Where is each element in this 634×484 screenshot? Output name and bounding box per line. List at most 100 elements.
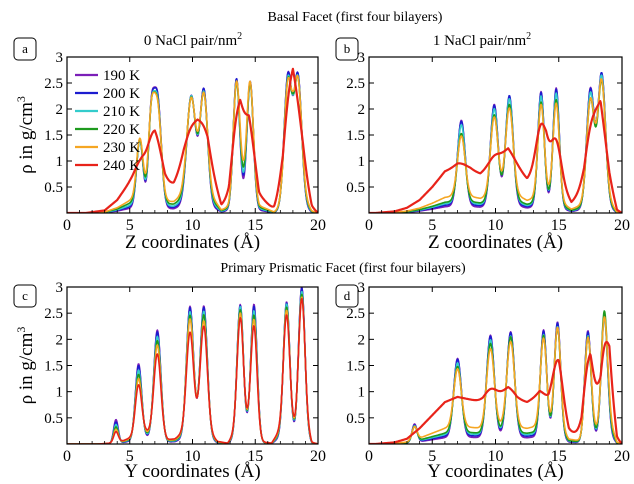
y-tick-label: 2	[358, 102, 366, 118]
panel-d: 0 5 10 15 20 0.5 1 1.5 2 2.5 3d Y coordinates (Å)	[335, 280, 630, 482]
x-axis-label: Y coordinates (Å)	[124, 461, 260, 482]
y-tick-label: 2.5	[44, 306, 63, 322]
panel-label: c	[22, 288, 28, 303]
x-tick-label: 0	[63, 448, 71, 465]
panel-title-main: 0 NaCl pair/nm	[144, 33, 238, 49]
y-tick-label: 0.5	[44, 411, 63, 427]
x-tick-label: 15	[551, 217, 567, 234]
y-axis-label: ρ in g/cm3	[14, 327, 37, 405]
y-tick-label: 1.5	[44, 359, 63, 375]
legend-label: 230 K	[103, 140, 140, 156]
x-axis-label: Z coordinates (Å)	[125, 232, 260, 253]
legend-label: 190 K	[103, 68, 140, 84]
panel-title: 1 NaCl pair/nm2	[433, 31, 531, 49]
legend-label: 240 K	[103, 158, 140, 174]
x-tick-label: 15	[247, 448, 263, 465]
x-tick-label: 0	[63, 217, 71, 234]
y-tick-label: 0.5	[44, 180, 63, 196]
y-tick-label: 1.5	[346, 128, 365, 144]
x-axis-label: Z coordinates (Å)	[428, 232, 563, 253]
x-tick-label: 15	[247, 217, 263, 234]
y-axis-label-main: ρ in g/cm	[16, 102, 37, 174]
x-tick-label: 5	[428, 217, 436, 234]
x-tick-label: 5	[126, 448, 134, 465]
series-line-200k	[369, 71, 622, 213]
series-line-240k	[369, 99, 622, 213]
panel-title-main: 1 NaCl pair/nm	[433, 33, 527, 49]
series-line-240k	[67, 67, 318, 213]
x-tick-label: 20	[614, 448, 630, 465]
x-tick-label: 10	[488, 217, 504, 234]
x-tick-label: 0	[365, 217, 373, 234]
y-tick-label: 2	[56, 332, 64, 348]
x-tick-label: 20	[310, 217, 326, 234]
panel-label: a	[22, 41, 28, 56]
x-tick-label: 15	[551, 448, 567, 465]
series-line-230k	[67, 74, 318, 213]
y-tick-label: 2	[56, 102, 64, 118]
series-line-230k	[369, 78, 622, 213]
legend-label: 210 K	[103, 104, 140, 120]
panel-title: 0 NaCl pair/nm2	[144, 31, 242, 49]
x-tick-label: 0	[365, 448, 373, 465]
panel-c: 0 5 10 15 20 0.5 1 1.5 2 2.5 3 c Y coordinates (Å) ρ …	[13, 280, 326, 482]
x-axis-label: Y coordinates (Å)	[427, 461, 563, 482]
panel-label-box	[13, 37, 37, 61]
series-line-240k	[67, 297, 318, 444]
y-tick-label: 0.5	[346, 180, 365, 196]
series-line-190k	[369, 72, 622, 213]
section-title-top: Basal Facet (first four bilayers)	[268, 10, 443, 25]
panel-label-box	[335, 37, 359, 61]
series-line-240k	[369, 340, 622, 444]
x-tick-label: 5	[126, 217, 134, 234]
y-tick-label: 3	[56, 50, 64, 66]
y-tick-label: 3	[358, 280, 366, 296]
y-axis-label-main: ρ in g/cm	[16, 332, 37, 404]
panel-label: d	[344, 288, 351, 303]
x-tick-label: 20	[614, 217, 630, 234]
series-line-230k	[67, 296, 318, 444]
section-title-bottom: Primary Prismatic Facet (first four bila…	[220, 261, 466, 276]
y-tick-label: 3	[56, 280, 64, 296]
series-line-230k	[369, 316, 622, 444]
x-tick-label: 10	[488, 448, 504, 465]
y-tick-label: 0.5	[346, 411, 365, 427]
y-axis-label-sup: 3	[14, 327, 28, 333]
panel-title-sup: 2	[526, 31, 531, 42]
legend: 190 K 200 K 210 K 220 K 230 K 240 K	[75, 68, 140, 174]
y-tick-label: 1	[56, 385, 64, 401]
y-tick-label: 1	[56, 154, 64, 170]
y-tick-label: 2.5	[44, 76, 63, 92]
plot-frame	[368, 286, 623, 445]
panel-label: b	[344, 41, 351, 56]
y-axis-label: ρ in g/cm3	[14, 96, 37, 174]
panel-label-box	[13, 284, 37, 308]
legend-label: 220 K	[103, 122, 140, 138]
y-tick-label: 1.5	[346, 359, 365, 375]
x-tick-label: 5	[428, 448, 436, 465]
y-tick-label: 1	[358, 154, 366, 170]
panel-label-box	[335, 284, 359, 308]
y-tick-label: 2.5	[346, 306, 365, 322]
y-tick-label: 1.5	[44, 128, 63, 144]
series-group	[67, 286, 318, 444]
x-tick-label: 10	[185, 217, 201, 234]
y-tick-label: 1	[358, 385, 366, 401]
y-tick-label: 2.5	[346, 76, 365, 92]
y-tick-label: 3	[358, 50, 366, 66]
panel-title-sup: 2	[237, 31, 242, 42]
legend-label: 200 K	[103, 86, 140, 102]
series-group	[67, 67, 318, 213]
x-tick-label: 20	[310, 448, 326, 465]
series-group	[369, 310, 622, 444]
series-line-210k	[369, 74, 622, 213]
y-tick-label: 2	[358, 332, 366, 348]
x-tick-label: 10	[185, 448, 201, 465]
series-line-220k	[369, 79, 622, 213]
y-axis-label-sup: 3	[14, 96, 28, 102]
series-group	[369, 71, 622, 213]
